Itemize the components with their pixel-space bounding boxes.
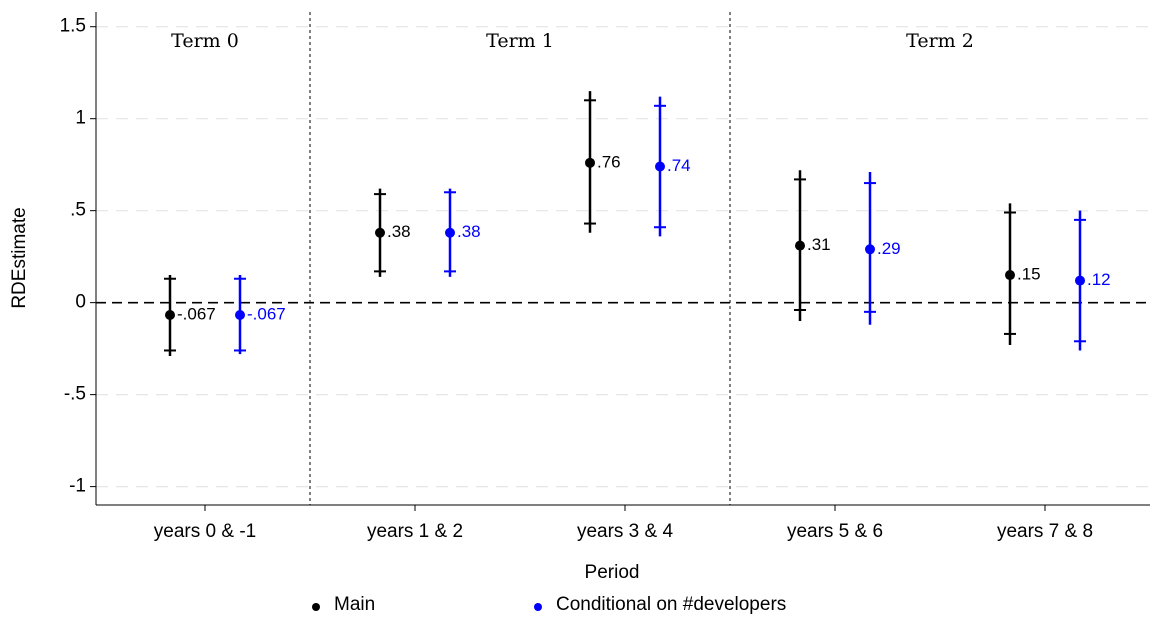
point xyxy=(1005,270,1015,281)
x-tick-label: years 5 & 6 xyxy=(787,521,883,542)
legend-marker xyxy=(534,603,542,611)
y-tick-label: .5 xyxy=(70,200,86,221)
value-label: .38 xyxy=(457,222,481,241)
x-tick-label: years 3 & 4 xyxy=(577,521,674,542)
term-label: Term 2 xyxy=(906,30,974,52)
y-tick-label: -.5 xyxy=(64,384,86,405)
value-label: .74 xyxy=(667,156,691,175)
point xyxy=(865,244,875,255)
value-label: .15 xyxy=(1017,265,1041,284)
value-label: .31 xyxy=(807,235,831,254)
x-tick-label: years 7 & 8 xyxy=(997,521,1093,542)
value-label: .38 xyxy=(387,222,411,241)
point xyxy=(585,157,595,168)
x-tick-label: years 0 & -1 xyxy=(154,521,256,542)
y-tick-label: 1.5 xyxy=(60,16,86,37)
term-label: Term 1 xyxy=(486,30,554,52)
legend-label: Conditional on #developers xyxy=(556,594,786,615)
point xyxy=(165,309,175,320)
value-label: -.067 xyxy=(247,304,286,323)
legend-label: Main xyxy=(334,594,375,615)
point xyxy=(1075,275,1085,286)
point xyxy=(795,240,805,251)
point xyxy=(235,309,245,320)
legend-marker xyxy=(312,603,320,611)
x-tick-label: years 1 & 2 xyxy=(367,521,463,542)
value-label: .29 xyxy=(877,239,901,258)
value-label: .12 xyxy=(1087,270,1111,289)
value-label: .76 xyxy=(597,152,621,171)
point xyxy=(375,227,385,238)
y-axis-title: RDEstimate xyxy=(9,207,30,308)
value-label: -.067 xyxy=(177,304,216,323)
point xyxy=(445,227,455,238)
y-tick-label: 1 xyxy=(75,108,86,129)
point xyxy=(655,161,665,172)
y-tick-label: -1 xyxy=(69,476,86,497)
y-tick-label: 0 xyxy=(75,292,86,313)
x-axis-title: Period xyxy=(585,562,640,583)
term-label: Term 0 xyxy=(171,30,239,52)
